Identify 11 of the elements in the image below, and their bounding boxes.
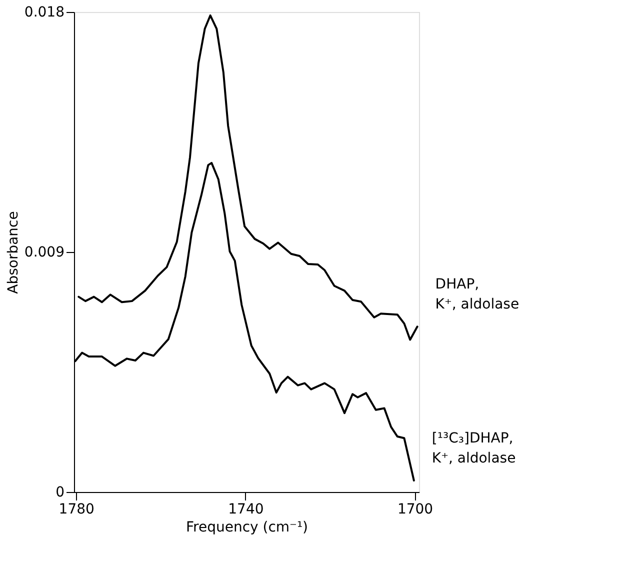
series-label: [¹³C₃]DHAP, K⁺, aldolase — [432, 430, 516, 467]
x-tick-label: 1780 — [58, 502, 94, 518]
x-tick-label: 1700 — [397, 502, 434, 518]
y-tick-label: 0.018 — [24, 4, 64, 20]
x-tick-label: 1740 — [228, 502, 264, 518]
series-label: DHAP, K⁺, aldolase — [435, 276, 520, 313]
y-tick-label: 0 — [56, 484, 64, 500]
y-axis-title: Absorbance — [5, 211, 22, 294]
line-series — [78, 14, 418, 341]
y-tick-label: 0.009 — [24, 244, 64, 260]
x-axis-title: Frequency (cm⁻¹) — [186, 520, 308, 536]
